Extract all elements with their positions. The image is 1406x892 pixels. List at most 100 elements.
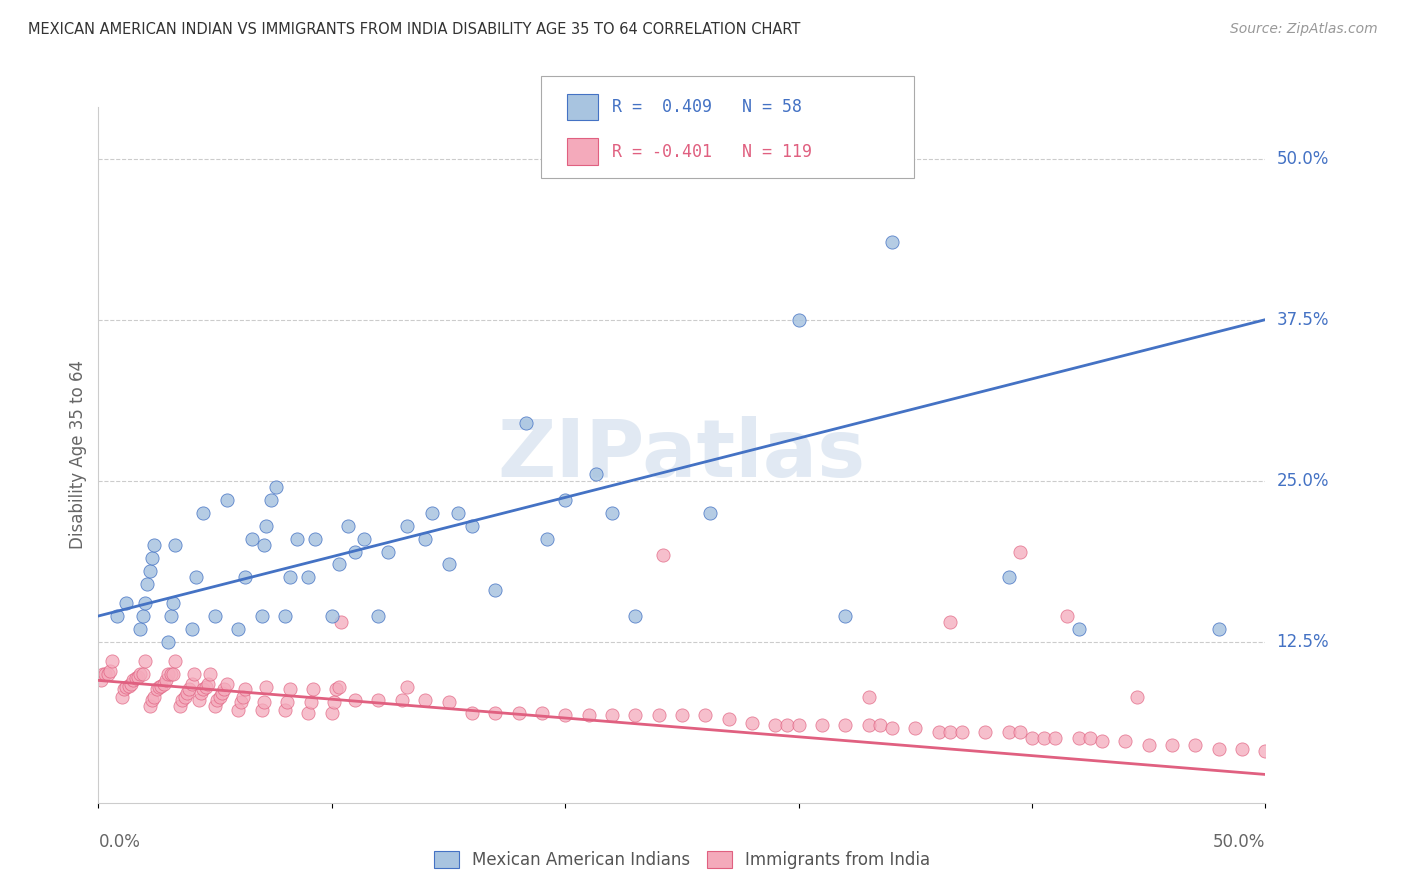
Point <box>143 538 166 552</box>
Point <box>741 715 763 730</box>
Point <box>337 518 360 533</box>
Point <box>165 538 187 552</box>
Point <box>344 692 367 706</box>
Text: R = -0.401   N = 119: R = -0.401 N = 119 <box>612 143 811 161</box>
Point <box>141 692 163 706</box>
Text: MEXICAN AMERICAN INDIAN VS IMMIGRANTS FROM INDIA DISABILITY AGE 35 TO 64 CORRELA: MEXICAN AMERICAN INDIAN VS IMMIGRANTS FR… <box>28 22 800 37</box>
Point <box>190 686 212 700</box>
Point <box>321 609 343 624</box>
Point <box>344 544 367 558</box>
Point <box>111 690 134 705</box>
Point <box>1184 738 1206 752</box>
Point <box>136 576 159 591</box>
Point <box>880 235 903 250</box>
Text: 25.0%: 25.0% <box>1277 472 1329 490</box>
Point <box>624 708 647 723</box>
Point <box>515 416 537 430</box>
Point <box>176 686 198 700</box>
Point <box>647 708 669 723</box>
Point <box>554 708 576 723</box>
Point <box>169 699 191 714</box>
Point <box>204 699 226 714</box>
Point <box>186 570 208 584</box>
Point <box>904 721 927 735</box>
Point <box>787 718 810 732</box>
Text: 50.0%: 50.0% <box>1277 150 1329 168</box>
Point <box>585 467 607 482</box>
Point <box>162 667 184 681</box>
Y-axis label: Disability Age 35 to 64: Disability Age 35 to 64 <box>69 360 87 549</box>
Point <box>278 570 301 584</box>
Point <box>834 609 856 624</box>
Point <box>391 692 413 706</box>
Point <box>172 692 194 706</box>
Point <box>763 718 786 732</box>
Point <box>1067 731 1090 746</box>
Point <box>1254 744 1277 758</box>
Point <box>127 669 149 683</box>
Point <box>228 703 250 717</box>
Point <box>235 570 257 584</box>
Point <box>183 667 205 681</box>
Point <box>367 692 389 706</box>
Point <box>276 695 298 709</box>
Point <box>1161 738 1184 752</box>
Point <box>97 667 120 681</box>
Point <box>461 518 484 533</box>
Point <box>232 690 254 705</box>
Point <box>328 680 350 694</box>
Point <box>939 615 962 630</box>
Point <box>115 596 138 610</box>
Point <box>858 718 880 732</box>
Point <box>536 532 558 546</box>
Point <box>1056 609 1078 624</box>
Point <box>880 721 903 735</box>
Point <box>285 532 308 546</box>
Point <box>1208 622 1230 636</box>
Point <box>508 706 530 720</box>
Point <box>1067 622 1090 636</box>
Point <box>1021 731 1043 746</box>
Point <box>997 725 1019 739</box>
Point <box>180 622 202 636</box>
Point <box>274 609 297 624</box>
Point <box>1208 741 1230 756</box>
Point <box>323 695 346 709</box>
Point <box>413 532 436 546</box>
Text: 12.5%: 12.5% <box>1277 632 1329 651</box>
Point <box>200 667 222 681</box>
Point <box>600 708 623 723</box>
Point <box>600 506 623 520</box>
Point <box>162 596 184 610</box>
Point <box>235 682 257 697</box>
Point <box>695 708 717 723</box>
Point <box>624 609 647 624</box>
Point <box>1126 690 1149 705</box>
Point <box>194 680 217 694</box>
Point <box>146 682 169 697</box>
Point <box>325 682 347 697</box>
Point <box>278 682 301 697</box>
Point <box>264 480 287 494</box>
Point <box>377 544 399 558</box>
Point <box>94 667 117 681</box>
Point <box>302 682 325 697</box>
Point <box>134 596 156 610</box>
Point <box>141 551 163 566</box>
Text: ZIPatlas: ZIPatlas <box>498 416 866 494</box>
Text: R =  0.409   N = 58: R = 0.409 N = 58 <box>612 98 801 116</box>
Point <box>297 706 319 720</box>
Point <box>420 506 443 520</box>
Point <box>215 677 238 691</box>
Text: 0.0%: 0.0% <box>98 833 141 851</box>
Point <box>395 680 418 694</box>
Point <box>1091 734 1114 748</box>
Point <box>1010 544 1032 558</box>
Point <box>118 679 141 693</box>
Legend: Mexican American Indians, Immigrants from India: Mexican American Indians, Immigrants fro… <box>429 847 935 874</box>
Point <box>197 677 219 691</box>
Point <box>367 609 389 624</box>
Point <box>242 532 264 546</box>
Point <box>157 634 180 648</box>
Point <box>143 690 166 705</box>
